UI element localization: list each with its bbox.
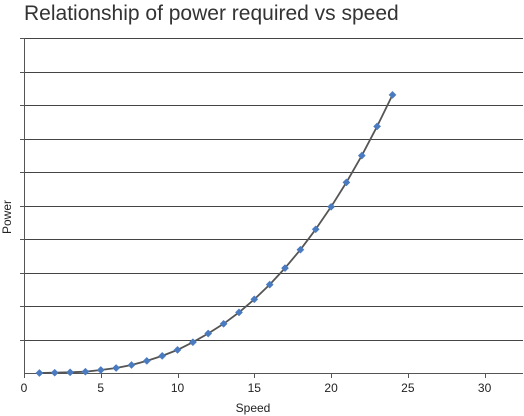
data-point-marker — [96, 366, 105, 374]
data-point-marker — [35, 369, 44, 377]
x-tick-label: 25 — [401, 381, 415, 395]
x-tick-label: 30 — [478, 381, 492, 395]
x-tick-label: 20 — [324, 381, 338, 395]
data-point-marker — [188, 338, 197, 347]
x-tick-label: 10 — [171, 381, 185, 395]
x-tick-label: 0 — [21, 381, 28, 395]
data-point-marker — [296, 245, 305, 254]
data-point-marker — [173, 345, 182, 354]
data-point-marker — [235, 308, 243, 317]
chart-title: Relationship of power required vs speed — [24, 2, 399, 25]
data-point-marker — [342, 178, 351, 187]
data-point-marker — [219, 319, 228, 328]
data-point-marker — [373, 122, 382, 131]
x-tick-label: 15 — [248, 381, 262, 395]
data-point-marker — [112, 364, 121, 372]
data-point-marker — [327, 202, 336, 211]
series-group — [35, 90, 397, 377]
x-axis-label: Speed — [236, 401, 271, 415]
data-point-marker — [388, 90, 397, 99]
data-point-marker — [50, 368, 59, 377]
x-tick-label: 5 — [97, 381, 104, 395]
data-point-marker — [204, 329, 213, 338]
data-point-marker — [142, 356, 151, 365]
grid-lines — [24, 38, 523, 341]
data-point-marker — [81, 367, 90, 376]
data-point-marker — [250, 295, 259, 304]
axes: 0 5 10 15 20 25 30 — [20, 38, 523, 395]
data-point-marker — [281, 264, 289, 273]
data-point-marker — [127, 361, 136, 369]
y-axis-label: Power — [0, 200, 14, 234]
data-point-marker — [265, 280, 274, 289]
data-point-marker — [357, 151, 366, 160]
data-point-marker — [158, 351, 167, 360]
data-point-marker — [311, 225, 320, 234]
data-point-marker — [66, 368, 75, 377]
series-line — [39, 94, 394, 374]
